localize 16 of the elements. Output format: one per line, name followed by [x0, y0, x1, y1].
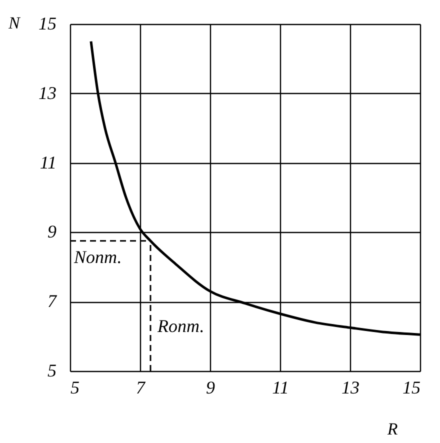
y-tick-label: 9 [48, 222, 56, 242]
ref-line-label: Nопт. [73, 246, 122, 267]
x-tick-label: 5 [70, 378, 80, 398]
y-tick-label: 11 [40, 152, 56, 172]
x-tick-label: 13 [342, 378, 360, 398]
x-tick-label: 7 [136, 378, 146, 398]
x-tick-label: 9 [206, 378, 215, 398]
y-axis-title: N [8, 14, 22, 32]
y-tick-label: 5 [48, 360, 56, 380]
y-tick-label: 13 [38, 82, 56, 103]
x-tick-label: 15 [402, 378, 420, 398]
x-tick-label: 11 [272, 378, 289, 398]
ref-line-label: Rопт. [156, 316, 204, 336]
y-tick-label: 7 [48, 291, 58, 312]
x-axis-title: R [386, 420, 398, 438]
y-tick-label: 15 [38, 14, 56, 34]
